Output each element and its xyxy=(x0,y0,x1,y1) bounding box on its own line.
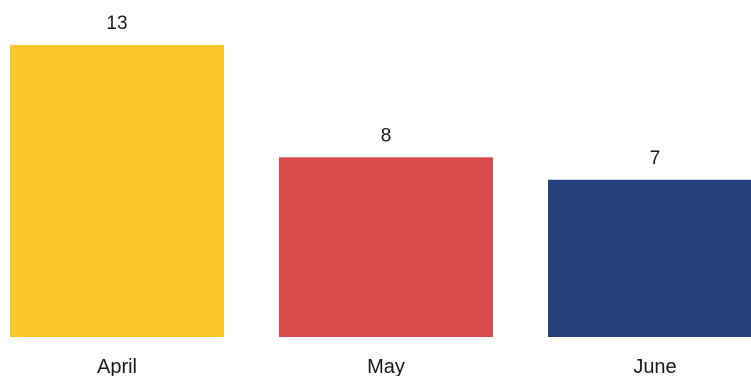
bar-june xyxy=(548,179,751,337)
bar-may xyxy=(279,157,493,337)
bar-april xyxy=(10,45,224,337)
category-label-june: June xyxy=(633,356,676,376)
data-label-june: 7 xyxy=(650,148,661,169)
bars-layer xyxy=(10,45,751,337)
data-label-may: 8 xyxy=(381,125,392,146)
data-label-april: 13 xyxy=(106,13,127,34)
category-label-april: April xyxy=(97,356,137,376)
data-labels-layer: 13 8 7 xyxy=(106,13,660,169)
category-labels-layer: April May June xyxy=(97,356,677,378)
category-label-may: May xyxy=(367,356,405,376)
